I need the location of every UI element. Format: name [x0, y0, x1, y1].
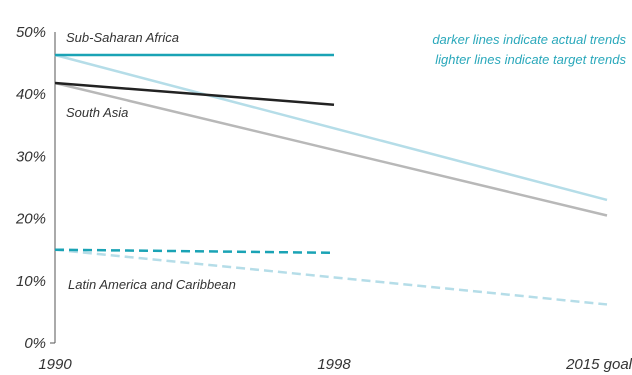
series-line-sub-saharan-africa-target	[54, 53, 608, 202]
series-line-latin-america-and-caribbean-actual	[54, 248, 335, 255]
series-layer	[54, 53, 608, 306]
y-tick-label: 10%	[16, 273, 46, 290]
series-label-south-asia: South Asia	[66, 105, 128, 120]
series-line-latin-america-and-caribbean-target	[54, 248, 608, 306]
x-tick-label: 1998	[317, 356, 351, 373]
axes	[50, 32, 56, 344]
y-tick-labels: 0% 10% 20% 30% 40% 50%	[15, 24, 46, 352]
series-line-south-asia-actual	[54, 81, 335, 107]
y-tick-label: 50%	[16, 24, 46, 41]
y-tick-label: 40%	[16, 86, 46, 103]
x-tick-label: 1990	[38, 356, 72, 373]
note-actual-trends: darker lines indicate actual trends	[432, 32, 626, 47]
y-tick-label: 30%	[16, 148, 46, 165]
series-line-south-asia-target	[54, 81, 608, 217]
note-target-trends: lighter lines indicate target trends	[435, 52, 626, 67]
series-label-latin-america-and-caribbean: Latin America and Caribbean	[68, 277, 236, 292]
x-tick-label: 2015 goal	[565, 356, 632, 373]
y-tick-label: 20%	[15, 211, 46, 228]
series-labels: Sub-Saharan Africa South Asia Latin Amer…	[66, 30, 236, 292]
series-label-sub-saharan-africa: Sub-Saharan Africa	[66, 30, 179, 45]
x-tick-labels: 1990 1998 2015 goal	[38, 356, 632, 373]
legend-notes: darker lines indicate actual trends ligh…	[432, 32, 626, 67]
y-tick-label: 0%	[24, 335, 46, 352]
